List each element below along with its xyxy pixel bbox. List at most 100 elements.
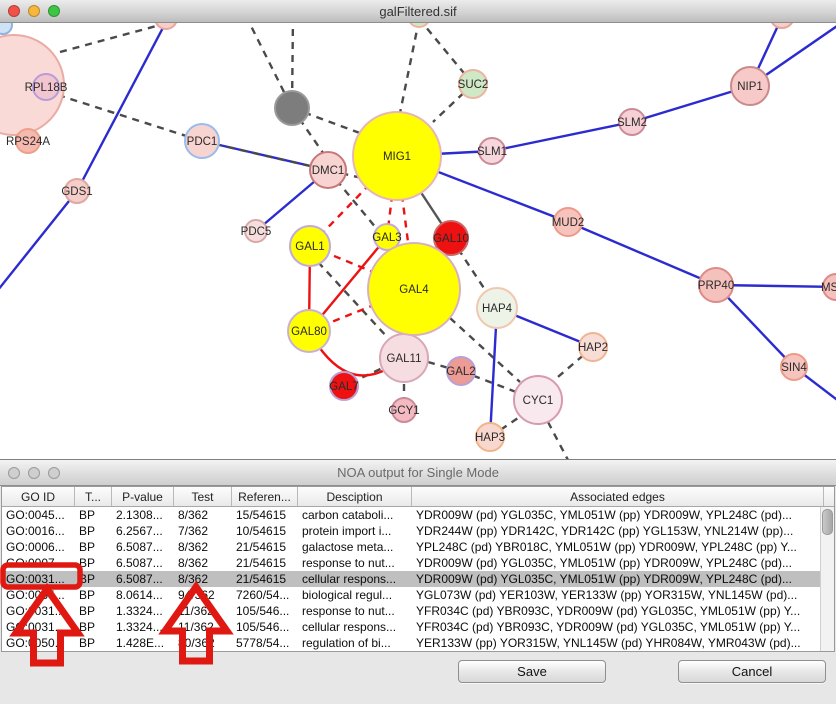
network-node-gal7[interactable]: GAL7 — [329, 371, 359, 401]
network-node-gal1[interactable]: GAL1 — [289, 225, 331, 267]
node-label: HAP4 — [482, 303, 513, 315]
scrollbar-thumb[interactable] — [822, 509, 833, 535]
node-label: CYC1 — [523, 395, 554, 407]
cancel-button[interactable]: Cancel — [678, 660, 826, 683]
table-cell: cellular respons... — [302, 572, 397, 586]
node-label: HAP3 — [475, 432, 505, 444]
network-node-slm1[interactable]: SLM1 — [477, 137, 507, 165]
table-cell: 105/546... — [236, 604, 290, 618]
network-node-gal80[interactable]: GAL80 — [287, 309, 331, 353]
network-node[interactable] — [154, 6, 178, 30]
network-node-hap4[interactable]: HAP4 — [476, 287, 518, 329]
network-node-sin4[interactable]: SIN4 — [780, 353, 808, 381]
network-node[interactable] — [407, 4, 431, 28]
table-row[interactable]: GO:0045... BP 2.1308... 8/362 15/54615 carbon… — [2, 507, 834, 523]
network-edge — [715, 283, 836, 289]
network-node-slm2[interactable]: SLM2 — [617, 108, 647, 136]
network-node-rpl18b[interactable]: RPL18B — [25, 73, 68, 101]
table-row[interactable]: GO:0031... BP 1.3324... 11/362 105/546... cel… — [2, 619, 834, 635]
network-edge — [567, 220, 717, 287]
minimize-button[interactable] — [28, 466, 40, 479]
table-row[interactable]: GO:0031... BP 6.5087... 8/362 21/54615 cellul… — [2, 571, 834, 587]
table-cell: GO:0016... — [6, 524, 65, 538]
network-node[interactable] — [0, 34, 65, 136]
network-node[interactable] — [0, 15, 13, 35]
network-node-gds1[interactable]: GDS1 — [61, 178, 93, 204]
network-node-msl1[interactable]: MSL1 — [821, 273, 836, 301]
table-cell: 6.5087... — [116, 556, 163, 570]
node-label: NIP1 — [737, 81, 763, 93]
network-node-gal4[interactable]: GAL4 — [367, 242, 461, 336]
network-node-gal10[interactable]: GAL10 — [433, 220, 469, 256]
table-cell: YPL248C (pd) YBR018C, YML051W (pp) YDR00… — [416, 540, 797, 554]
network-node[interactable] — [274, 90, 310, 126]
network-node-mud2[interactable]: MUD2 — [552, 207, 585, 237]
table-cell: GO:0007... — [6, 556, 65, 570]
column-header-p-value[interactable]: P-value — [112, 487, 174, 506]
node-label: SLM1 — [477, 146, 507, 158]
table-cell: cellular respons... — [302, 620, 397, 634]
close-button[interactable] — [8, 5, 20, 17]
network-node-gcy1[interactable]: GCY1 — [388, 397, 420, 423]
column-header-referen[interactable]: Referen... — [232, 487, 298, 506]
network-node-gal11[interactable]: GAL11 — [379, 333, 429, 383]
zoom-button[interactable] — [48, 5, 60, 17]
network-edge — [397, 19, 421, 119]
table-cell: carbon cataboli... — [302, 508, 394, 522]
network-node-cyc1[interactable]: CYC1 — [513, 375, 563, 425]
table-cell: BP — [79, 588, 96, 602]
column-header-desciption[interactable]: Desciption — [298, 487, 412, 506]
table-row[interactable]: GO:0050... BP 1.428E... 80/362 5778/54... reg… — [2, 635, 834, 651]
network-node-dmc1[interactable]: DMC1 — [309, 151, 347, 189]
save-button[interactable]: Save — [458, 660, 606, 683]
close-button[interactable] — [8, 466, 20, 479]
node-label: DMC1 — [312, 165, 345, 177]
network-node[interactable] — [769, 3, 795, 29]
table-row[interactable]: GO:0031... BP 1.3324... 11/362 105/546... res… — [2, 603, 834, 619]
zoom-button[interactable] — [48, 466, 60, 479]
vertical-scrollbar[interactable] — [820, 507, 834, 651]
table-cell: 1.428E... — [116, 636, 165, 650]
network-node-hap2[interactable]: HAP2 — [578, 332, 608, 362]
network-node-suc2[interactable]: SUC2 — [458, 69, 489, 99]
network-node-rps24a[interactable]: RPS24A — [6, 128, 50, 154]
network-node-prp40[interactable]: PRP40 — [698, 267, 734, 303]
node-label: SIN4 — [781, 362, 807, 374]
table-row[interactable]: GO:0006... BP 6.5087... 8/362 21/54615 galact… — [2, 539, 834, 555]
table-row[interactable]: GO:0065... BP 8.0614... 94/362 7260/54... bio… — [2, 587, 834, 603]
network-node-hap3[interactable]: HAP3 — [475, 422, 505, 452]
column-header-t[interactable]: T... — [75, 487, 112, 506]
table-cell: 8.0614... — [116, 588, 163, 602]
table-cell: 8/362 — [178, 556, 209, 570]
network-edge — [551, 346, 594, 383]
table-cell: YER133W (pp) YOR315W, YNL145W (pd) YHR08… — [416, 636, 801, 650]
network-node-mig1[interactable]: MIG1 — [352, 111, 442, 201]
column-header-test[interactable]: Test — [174, 487, 232, 506]
table-cell: 15/54615 — [236, 508, 287, 522]
table-cell: BP — [79, 524, 96, 538]
table-cell: 7/362 — [178, 524, 209, 538]
table-cell: 80/362 — [178, 636, 215, 650]
network-edge — [491, 120, 633, 153]
table-row[interactable]: GO:0016... BP 6.2567... 7/362 10/54615 protei… — [2, 523, 834, 539]
table-cell: 11/362 — [178, 604, 214, 618]
network-node-gal2[interactable]: GAL2 — [446, 356, 476, 386]
network-canvas[interactable]: RPL18B RPS24A GDS1 PDC1 SUC2 NIP1 SLM2 SLM1 MUD2… — [0, 3, 836, 461]
network-node-nip1[interactable]: NIP1 — [730, 66, 770, 106]
network-window-titlebar[interactable]: galFiltered.sif — [0, 0, 836, 23]
network-edge — [395, 155, 416, 290]
column-header-associated-edges[interactable]: Associated edges — [412, 487, 824, 506]
table-cell: YFR034C (pd) YBR093C, YDR009W (pd) YGL03… — [416, 604, 801, 618]
table-cell: BP — [79, 508, 96, 522]
network-node-pdc1[interactable]: PDC1 — [184, 123, 220, 159]
column-header-go-id[interactable]: GO ID — [2, 487, 75, 506]
table-row[interactable]: GO:0007... BP 6.5087... 8/362 21/54615 respon… — [2, 555, 834, 571]
network-window: galFiltered.sif RPL18B RPS24A GDS1 PDC1 SUC2… — [0, 0, 836, 461]
minimize-button[interactable] — [28, 5, 40, 17]
node-label: MSL1 — [821, 282, 836, 294]
table-cell: 21/54615 — [236, 572, 287, 586]
network-node-pdc5[interactable]: PDC5 — [241, 219, 272, 243]
table-cell: BP — [79, 604, 96, 618]
network-node-gal3[interactable]: GAL3 — [372, 223, 402, 251]
noa-window-titlebar[interactable]: NOA output for Single Mode — [0, 460, 836, 486]
